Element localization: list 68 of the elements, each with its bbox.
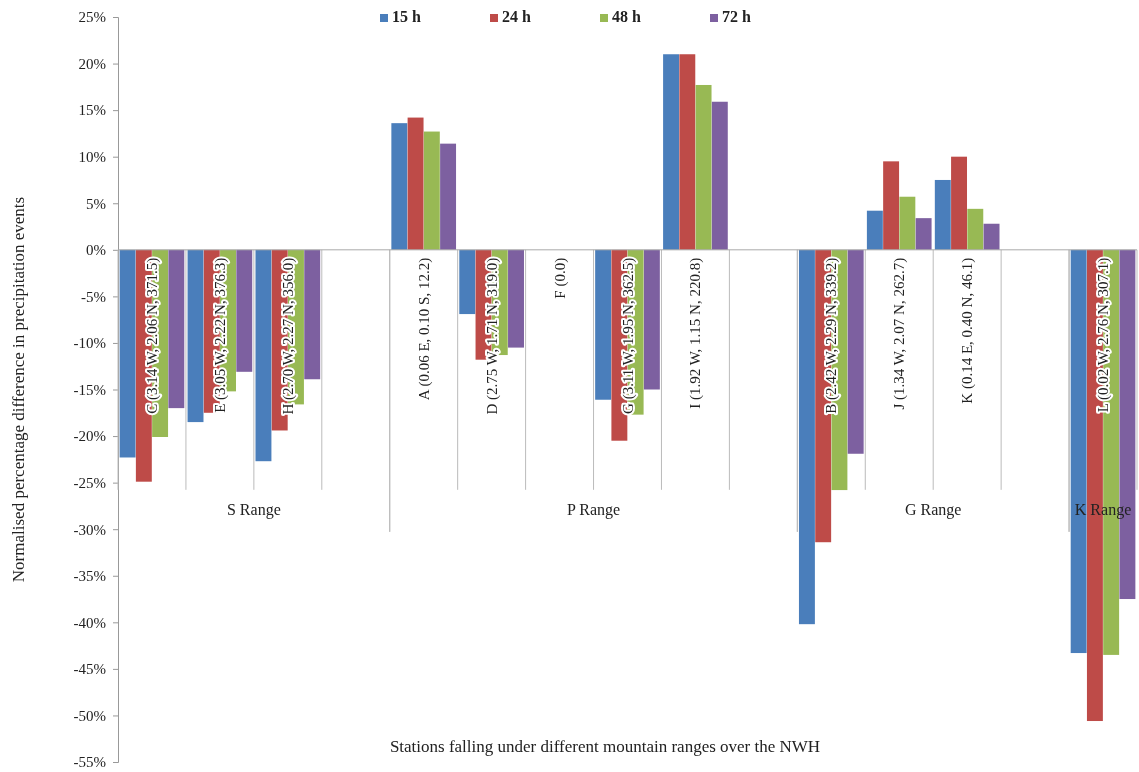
- legend-label: 72 h: [722, 8, 751, 25]
- bar: [866, 210, 883, 250]
- bar: [967, 208, 984, 250]
- x-tick-label: C (3.14 W, 2.06 N, 371.5): [143, 257, 161, 414]
- x-tick-label: J (1.34 W, 2.07 N, 262.7): [891, 257, 909, 410]
- y-tick-label: -20%: [73, 428, 106, 445]
- y-tick-label: -50%: [73, 707, 106, 724]
- bar: [236, 249, 253, 372]
- bar: [255, 249, 272, 462]
- annotation: G Range: [904, 500, 962, 519]
- bar: [883, 161, 900, 250]
- bar: [695, 84, 712, 250]
- legend-label: 24 h: [502, 8, 531, 25]
- y-tick-label: -25%: [73, 474, 106, 491]
- bar: [187, 249, 204, 423]
- bar: [407, 117, 424, 250]
- legend-label: 15 h: [392, 8, 421, 25]
- annotation: P Range: [566, 500, 621, 519]
- x-axis-title: Stations falling under different mountain ranges over the NWH: [389, 737, 821, 756]
- bar: [423, 131, 440, 250]
- y-tick-label: -5%: [81, 288, 106, 305]
- y-tick-label: 5%: [86, 195, 106, 212]
- bar: [847, 249, 864, 454]
- bar: [440, 143, 457, 250]
- x-tick-label: B (2.42 W, 2.29 N, 339.2): [823, 257, 841, 414]
- x-tick-label: F (0.0): [551, 257, 569, 299]
- y-axis-title: Normalised percentage difference in precipitation events: [9, 196, 28, 583]
- bar: [679, 54, 696, 250]
- x-tick-label: H (2.70 W, 2.27 N, 356.0): [279, 257, 297, 415]
- bar: [663, 54, 680, 250]
- bar: [459, 249, 476, 315]
- annotation: K Range: [1074, 500, 1132, 519]
- y-tick-label: -55%: [73, 754, 106, 771]
- bar: [915, 218, 932, 250]
- bar: [508, 249, 524, 348]
- x-tick-label: I (1.92 W, 1.15 N, 220.8): [687, 257, 705, 409]
- y-tick-label: -40%: [73, 614, 106, 631]
- x-tick-label: D (2.75 W, 1.71 N, 319.0): [483, 257, 501, 415]
- y-tick-label: 10%: [78, 148, 106, 165]
- y-tick-label: -10%: [73, 335, 106, 352]
- bar: [643, 249, 660, 390]
- x-tick-label: L (0.02 W, 2.76 N, 307.1): [1095, 257, 1113, 413]
- x-tick-label: E (3.05 W, 2.22 N, 376.3): [211, 257, 229, 413]
- bar: [934, 179, 951, 250]
- bar: [899, 196, 916, 250]
- bar: [1070, 249, 1087, 654]
- annotation: S Range: [226, 500, 281, 519]
- bar: [304, 249, 321, 380]
- y-tick-label: 25%: [78, 9, 106, 26]
- x-tick-label: A (0.06 E, 0.10 S, 12.2): [415, 257, 433, 401]
- y-tick-label: 20%: [78, 55, 106, 72]
- y-tick-label: -45%: [73, 661, 106, 678]
- bar: [119, 249, 136, 458]
- bar: [951, 156, 967, 250]
- y-tick-label: -35%: [73, 568, 106, 585]
- bar: [711, 101, 728, 250]
- legend-label: 48 h: [612, 8, 641, 25]
- bar: [798, 249, 815, 625]
- y-tick-label: -15%: [73, 381, 106, 398]
- y-tick-label: -30%: [73, 521, 106, 538]
- bar: [595, 249, 612, 400]
- y-tick-label: 0%: [86, 242, 106, 259]
- bar: [983, 223, 1000, 250]
- bar: [168, 249, 185, 409]
- y-tick-label: 15%: [78, 102, 106, 119]
- bar: [391, 123, 408, 250]
- x-tick-label: K (0.14 E, 0.40 N, 46.1): [959, 257, 977, 404]
- x-tick-label: G (3.11 W, 1.95 N, 362.5): [619, 257, 637, 414]
